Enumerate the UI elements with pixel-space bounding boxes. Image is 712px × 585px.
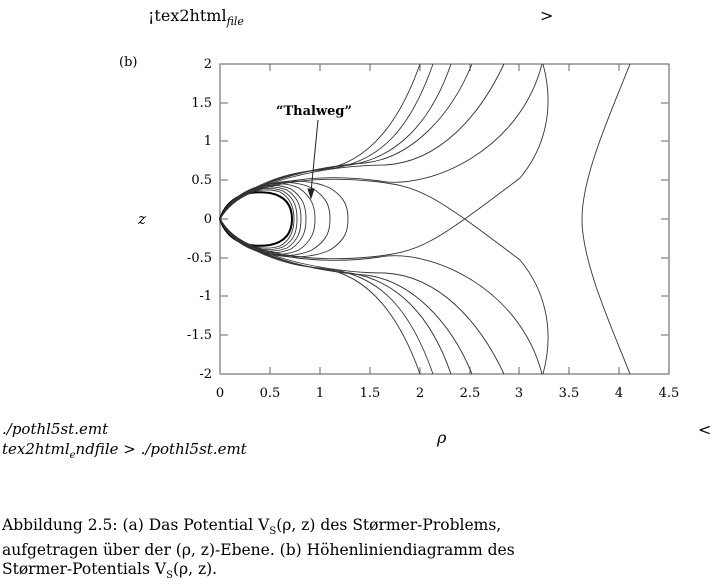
y-ticks xyxy=(220,102,669,336)
svg-text:3: 3 xyxy=(515,386,523,401)
contour-chart: 2 1.5 1 0.5 0 -0.5 -1 -1.5 -2 0 0.5 1 1.5 2 2.5 3 3… xyxy=(187,57,679,401)
svg-text:2.5: 2.5 xyxy=(460,386,481,401)
svg-text:1: 1 xyxy=(316,386,324,401)
svg-text:1.5: 1.5 xyxy=(360,386,381,401)
y-tick-labels: 2 1.5 1 0.5 0 -0.5 -1 -1.5 -2 xyxy=(187,57,212,382)
figure-caption: Abbildung 2.5: (a) Das Potential VS(ρ, z… xyxy=(2,516,515,582)
svg-text:2: 2 xyxy=(416,386,424,401)
svg-text:1.5: 1.5 xyxy=(191,96,212,111)
svg-text:-1: -1 xyxy=(199,289,212,304)
y-axis-label: z xyxy=(138,210,146,228)
svg-text:0.5: 0.5 xyxy=(191,173,212,188)
file-ref-end: tex2htmlendfile > ./pothl5st.emt xyxy=(2,440,247,461)
svg-text:-2: -2 xyxy=(199,367,212,382)
lt-symbol: < xyxy=(698,420,712,439)
svg-text:4.5: 4.5 xyxy=(659,386,680,401)
thalweg-annotation: “Thalweg” xyxy=(276,104,352,119)
svg-text:3.5: 3.5 xyxy=(559,386,580,401)
svg-text:-1.5: -1.5 xyxy=(187,328,212,343)
x-axis-label: ρ xyxy=(437,428,447,447)
gt-symbol: > xyxy=(540,6,554,25)
svg-text:0: 0 xyxy=(204,212,212,227)
svg-text:2: 2 xyxy=(204,57,212,72)
panel-label: (b) xyxy=(119,55,138,70)
x-tick-labels: 0 0.5 1 1.5 2 2.5 3 3.5 4 4.5 xyxy=(216,386,679,401)
tex2html-file-marker: ¡tex2htmlfile xyxy=(148,6,244,29)
file-ref-start: ./pothl5st.emt xyxy=(2,420,109,438)
svg-text:0: 0 xyxy=(216,386,224,401)
svg-text:-0.5: -0.5 xyxy=(187,251,212,266)
contour-lines xyxy=(218,63,631,375)
svg-text:4: 4 xyxy=(615,386,623,401)
svg-text:0.5: 0.5 xyxy=(260,386,281,401)
svg-text:1: 1 xyxy=(204,134,212,149)
thalweg-arrow xyxy=(307,119,319,200)
